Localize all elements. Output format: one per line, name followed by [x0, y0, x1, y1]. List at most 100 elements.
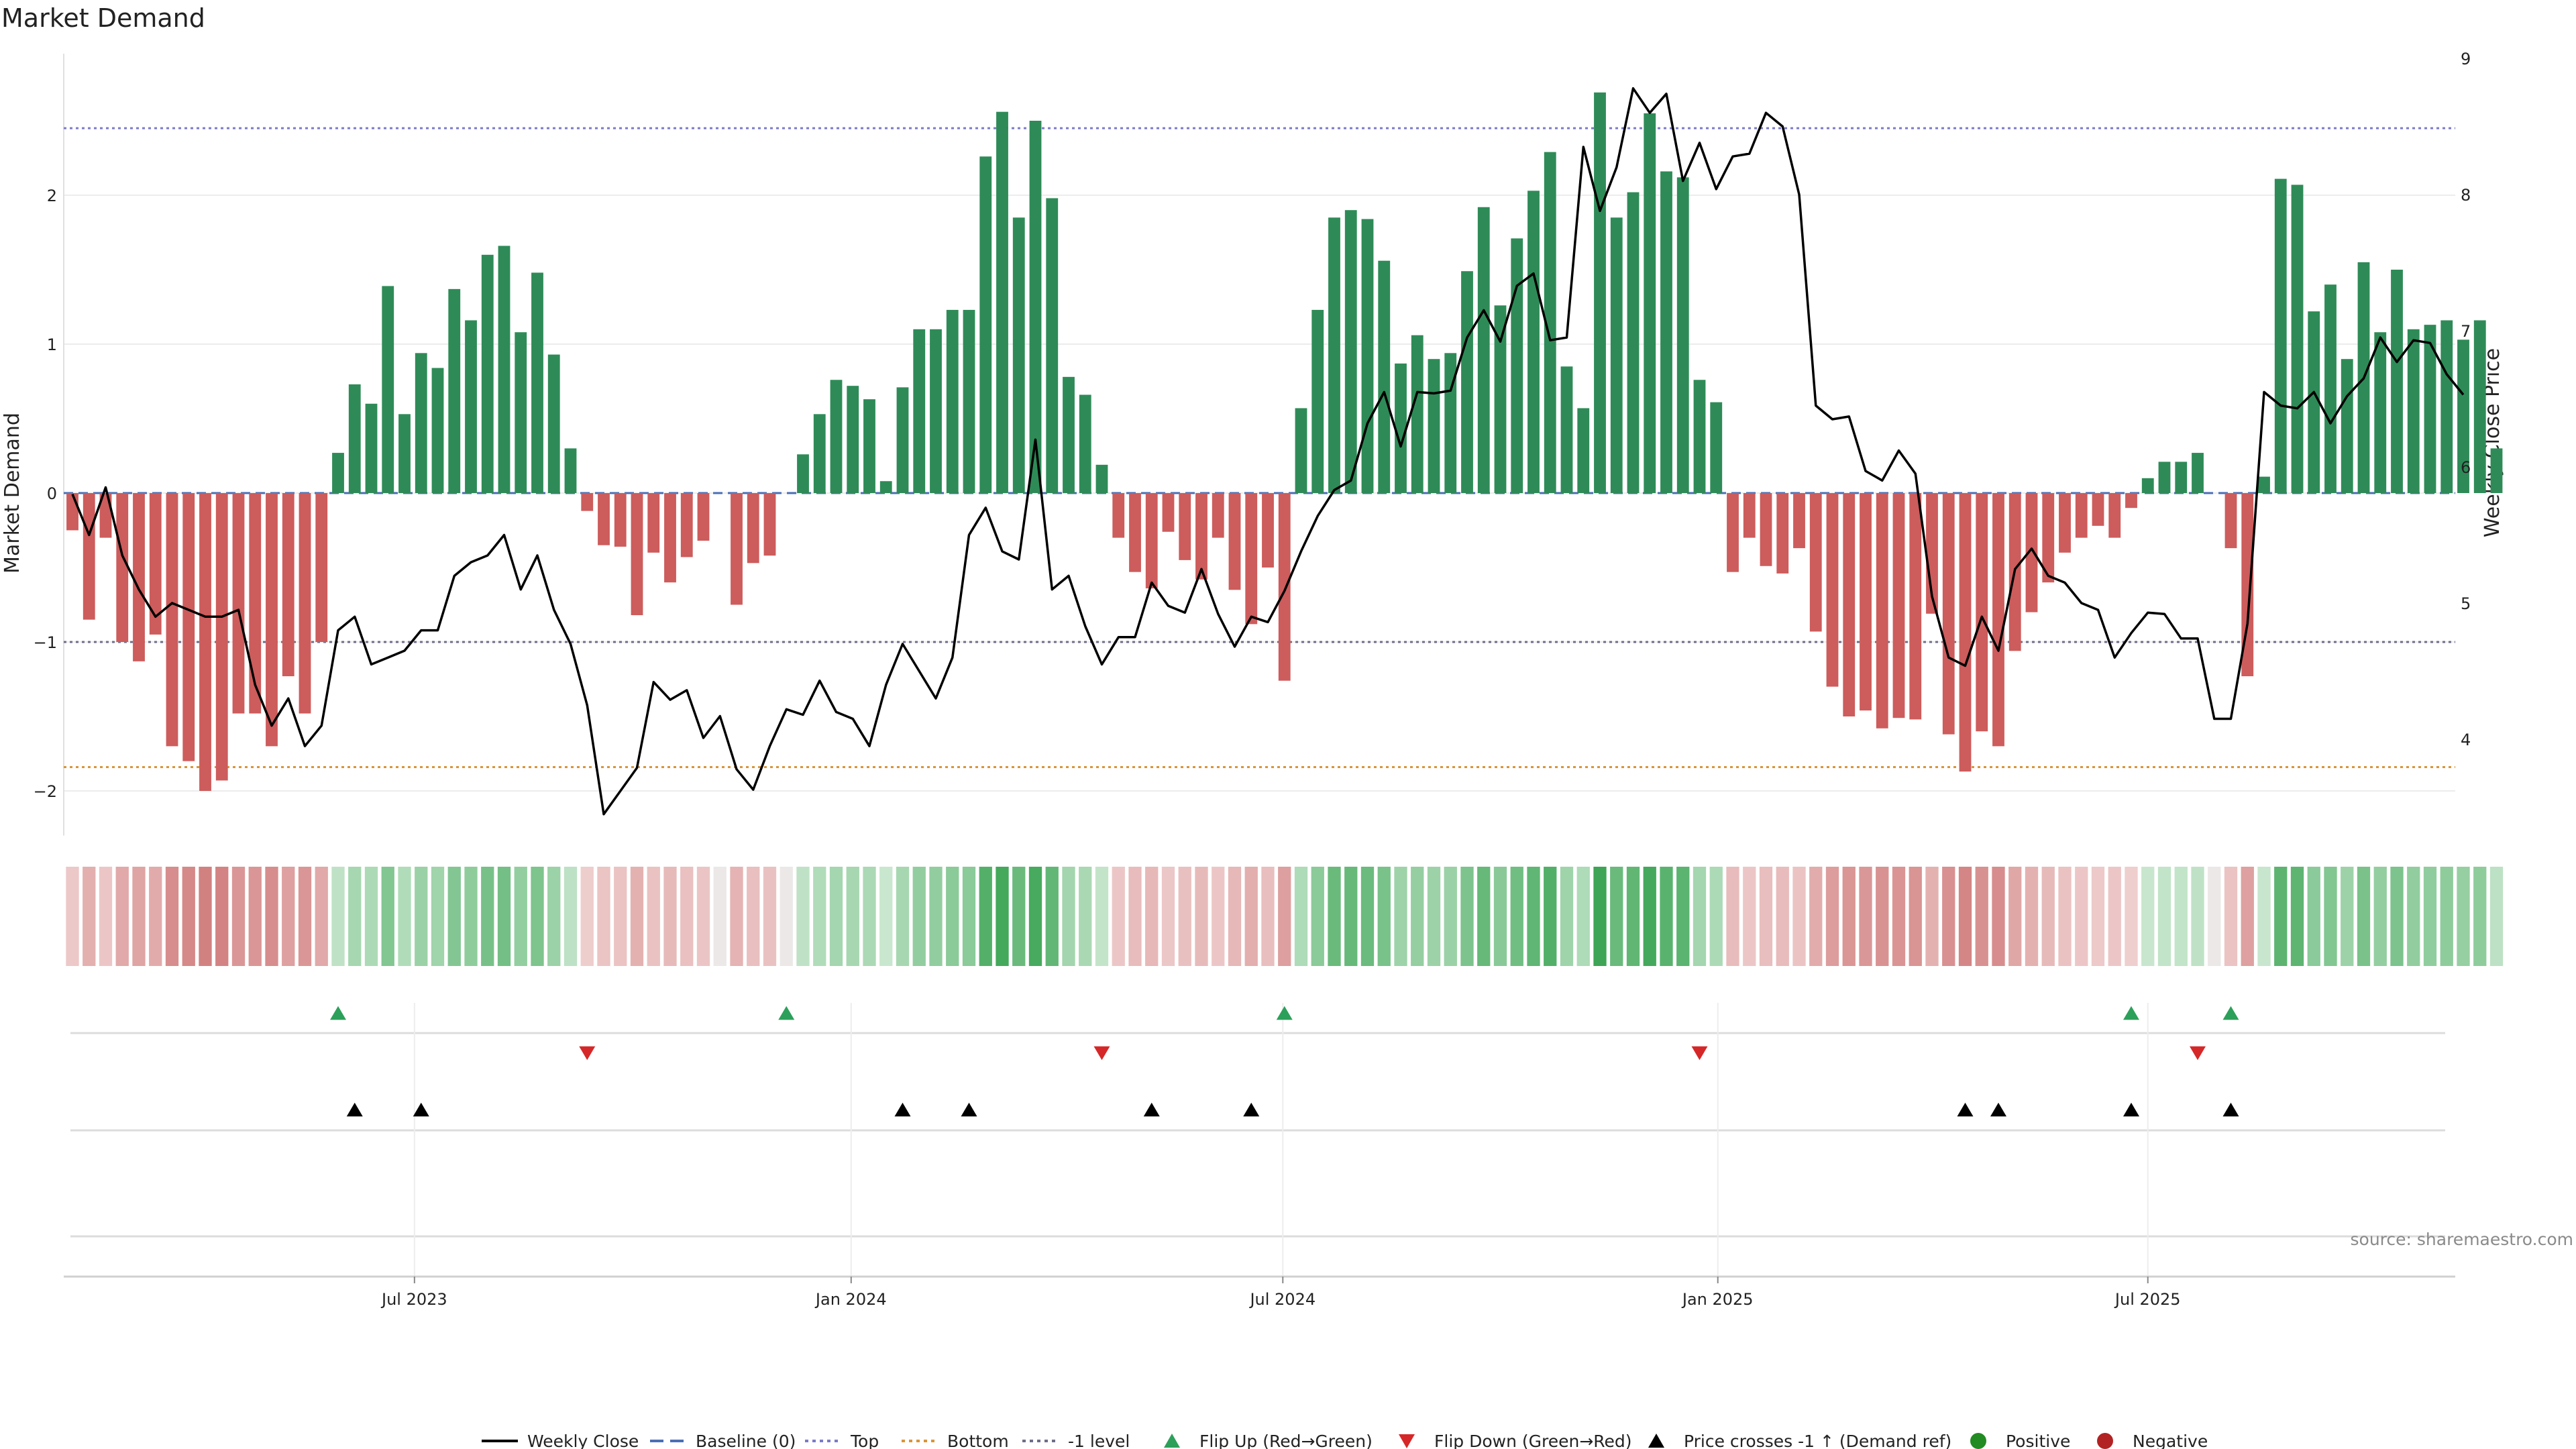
- heat-cell: [2025, 867, 2039, 966]
- demand-bar-positive: [365, 403, 378, 493]
- heat-cell: [763, 867, 777, 966]
- demand-bar-positive: [531, 272, 543, 493]
- demand-bar-positive: [2258, 476, 2270, 493]
- heat-cell: [1411, 867, 1424, 966]
- demand-bar-positive: [465, 320, 477, 493]
- heat-cell: [564, 867, 578, 966]
- heat-cell: [2473, 867, 2487, 966]
- demand-bar-negative: [1179, 493, 1191, 560]
- demand-bar-positive: [1494, 305, 1507, 493]
- heat-cell: [996, 867, 1009, 966]
- demand-bar-positive: [1063, 376, 1075, 493]
- right-axis-ticks: 4 5 6 7 8 9: [2461, 50, 2471, 749]
- legend-swatch-triangle-up: [1164, 1434, 1180, 1448]
- heat-cell: [1610, 867, 1623, 966]
- heat-cell: [1825, 867, 1839, 966]
- demand-bar-negative: [83, 493, 95, 620]
- demand-bar-negative: [2108, 493, 2121, 538]
- heat-cell: [531, 867, 544, 966]
- demand-bar-positive: [2374, 332, 2387, 493]
- demand-bar-negative: [598, 493, 610, 545]
- legend-label: -1 level: [1068, 1432, 1130, 1449]
- demand-bar-positive: [1378, 260, 1391, 493]
- legend-label: Negative: [2133, 1432, 2208, 1449]
- demand-bar-positive: [1511, 238, 1523, 493]
- heat-cell: [199, 867, 212, 966]
- demand-bar-negative: [1876, 493, 1888, 729]
- demand-bar-negative: [1162, 493, 1175, 532]
- heat-cell: [1045, 867, 1059, 966]
- legend-label: Positive: [2006, 1432, 2070, 1449]
- heat-cell: [912, 867, 926, 966]
- left-tick-label: 2: [47, 186, 57, 205]
- demand-bar-negative: [2075, 493, 2088, 538]
- demand-bar-positive: [1676, 177, 1689, 493]
- price-cross-marker: [2222, 1102, 2239, 1117]
- right-tick-label: 7: [2461, 322, 2471, 341]
- demand-bar-positive: [448, 288, 461, 493]
- heat-cell: [381, 867, 394, 966]
- heat-cell: [1593, 867, 1607, 966]
- heat-cell: [2058, 867, 2072, 966]
- heat-cell: [2141, 867, 2155, 966]
- heat-cell: [2324, 867, 2337, 966]
- heat-cell: [813, 867, 826, 966]
- heat-cell: [364, 867, 378, 966]
- heat-cell: [182, 867, 195, 966]
- demand-bar-negative: [1843, 493, 1856, 716]
- legend-label: Price crosses -1 ↑ (Demand ref): [1684, 1432, 1951, 1449]
- demand-bar-positive: [879, 481, 892, 493]
- demand-bar-negative: [2092, 493, 2104, 526]
- heat-cell: [415, 867, 428, 966]
- signal-panels: [70, 1003, 2445, 1278]
- demand-bar-positive: [348, 384, 361, 493]
- demand-bar-negative: [199, 493, 211, 791]
- price-line-layer: [71, 87, 2465, 816]
- heat-cell: [282, 867, 295, 966]
- heat-cell: [896, 867, 910, 966]
- demand-bar-positive: [1079, 394, 1091, 493]
- demand-bar-negative: [166, 493, 178, 747]
- demand-bar-negative: [1228, 493, 1241, 590]
- heat-cell: [846, 867, 859, 966]
- heat-cell: [780, 867, 793, 966]
- heat-cell: [1992, 867, 2005, 966]
- demand-bar-negative: [1926, 493, 1938, 614]
- demand-bar-positive: [830, 380, 843, 493]
- heat-cell: [481, 867, 494, 966]
- heat-cell: [2174, 867, 2188, 966]
- demand-bar-positive: [332, 453, 344, 493]
- heat-cell: [66, 867, 79, 966]
- price-cross-marker: [894, 1102, 911, 1117]
- demand-bar-positive: [1012, 217, 1025, 493]
- x-axis: Jul 2023 Jan 2024 Jul 2024 Jan 2025 Jul 2025: [64, 1275, 2455, 1309]
- demand-bar-positive: [1710, 402, 1723, 493]
- demand-bar-negative: [1809, 493, 1822, 632]
- price-cross-marker: [1143, 1102, 1160, 1117]
- heat-cell: [348, 867, 362, 966]
- demand-bar-positive: [1610, 217, 1623, 493]
- heat-cell: [1278, 867, 1291, 966]
- heat-cell: [1560, 867, 1574, 966]
- demand-bar-positive: [863, 399, 875, 493]
- demand-bar-negative: [614, 493, 627, 547]
- heat-cell: [265, 867, 278, 966]
- demand-bar-negative: [1892, 493, 1905, 718]
- demand-bar-positive: [1428, 359, 1440, 493]
- heat-cell: [2091, 867, 2105, 966]
- flip-down-marker: [579, 1046, 596, 1061]
- price-cross-marker: [346, 1102, 363, 1117]
- demand-bar-negative: [1212, 493, 1224, 538]
- demand-bar-negative: [1129, 493, 1141, 572]
- heat-cell: [315, 867, 328, 966]
- demand-bar-positive: [2308, 311, 2320, 493]
- price-cross-marker: [413, 1102, 429, 1117]
- heat-cell: [1942, 867, 1955, 966]
- legend-swatch-triangle-up: [1648, 1434, 1664, 1448]
- demand-bar-negative: [2241, 493, 2254, 677]
- demand-bar-negative: [1262, 493, 1274, 568]
- demand-bar-negative: [664, 493, 676, 583]
- demand-bar-positive: [1594, 92, 1606, 493]
- demand-bar-negative: [1909, 493, 1922, 720]
